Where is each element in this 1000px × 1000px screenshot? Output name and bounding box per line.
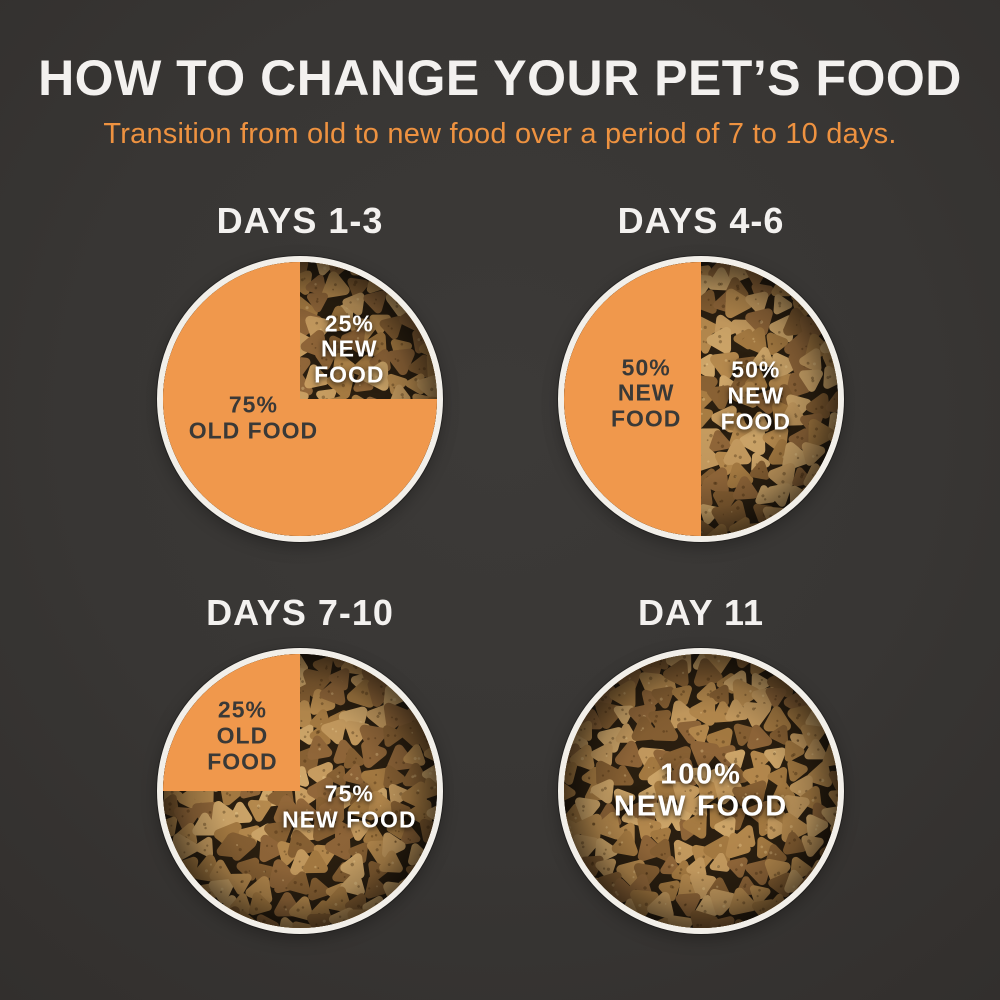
- panel-heading: DAY 11: [637, 592, 765, 633]
- new-food-label: 75% NEW FOOD: [282, 780, 417, 834]
- right-food-label: 50% NEW FOOD: [720, 356, 792, 435]
- new-food-label: 100% NEW FOOD: [614, 759, 788, 824]
- label-line: 100%: [660, 758, 742, 791]
- food-bowl: 100% NEW FOOD: [558, 648, 844, 934]
- panel-days-1-3: DAYS 1-3 75% OLD FOOD 25% NEW FOOD: [140, 200, 460, 542]
- old-food-label: 75% OLD FOOD: [189, 392, 318, 444]
- label-line: NEW: [727, 382, 785, 409]
- label-line: 25%: [217, 696, 267, 723]
- header: HOW TO CHANGE YOUR PET’S FOOD Transition…: [0, 0, 1000, 151]
- new-food-label: 25% NEW FOOD: [314, 310, 385, 388]
- label-line: 50%: [731, 356, 781, 383]
- panel-day-11: DAY 11 100% NEW FOOD: [541, 592, 861, 934]
- panel-days-4-6: DAYS 4-6 50% NEW FOOD 50% NEW FOOD: [541, 200, 861, 542]
- label-line: 25%: [324, 310, 374, 337]
- label-line: FOOD: [207, 748, 278, 775]
- panel-days-7-10: DAYS 7-10 25% OLD FOOD 75% NEW FOOD: [140, 592, 460, 934]
- old-food-label: 25% OLD FOOD: [207, 696, 278, 775]
- label-line: 75%: [228, 391, 278, 418]
- subtitle: Transition from old to new food over a p…: [103, 117, 897, 150]
- label-line: 50%: [621, 353, 671, 380]
- label-line: FOOD: [314, 361, 385, 388]
- label-line: OLD FOOD: [188, 417, 319, 444]
- label-line: FOOD: [720, 408, 792, 435]
- orange-old-food-sector: [163, 654, 300, 791]
- label-line: NEW FOOD: [614, 791, 788, 823]
- label-line: NEW: [320, 335, 378, 362]
- food-bowl: 50% NEW FOOD 50% NEW FOOD: [558, 256, 844, 542]
- food-bowl: 25% OLD FOOD 75% NEW FOOD: [157, 648, 443, 934]
- food-bowl: 75% OLD FOOD 25% NEW FOOD: [157, 256, 443, 542]
- label-line: 75%: [324, 780, 374, 807]
- kibble-photo: [564, 654, 838, 928]
- label-line: OLD: [216, 722, 269, 749]
- orange-food-sector: [564, 262, 701, 536]
- panel-heading: DAYS 7-10: [206, 592, 394, 633]
- panel-heading: DAYS 4-6: [617, 200, 785, 241]
- label-line: NEW: [617, 379, 675, 406]
- left-food-label: 50% NEW FOOD: [610, 353, 682, 432]
- page-title: HOW TO CHANGE YOUR PET’S FOOD: [38, 50, 962, 106]
- panel-heading: DAYS 1-3: [216, 200, 384, 241]
- label-line: NEW FOOD: [282, 806, 417, 833]
- label-line: FOOD: [610, 405, 682, 432]
